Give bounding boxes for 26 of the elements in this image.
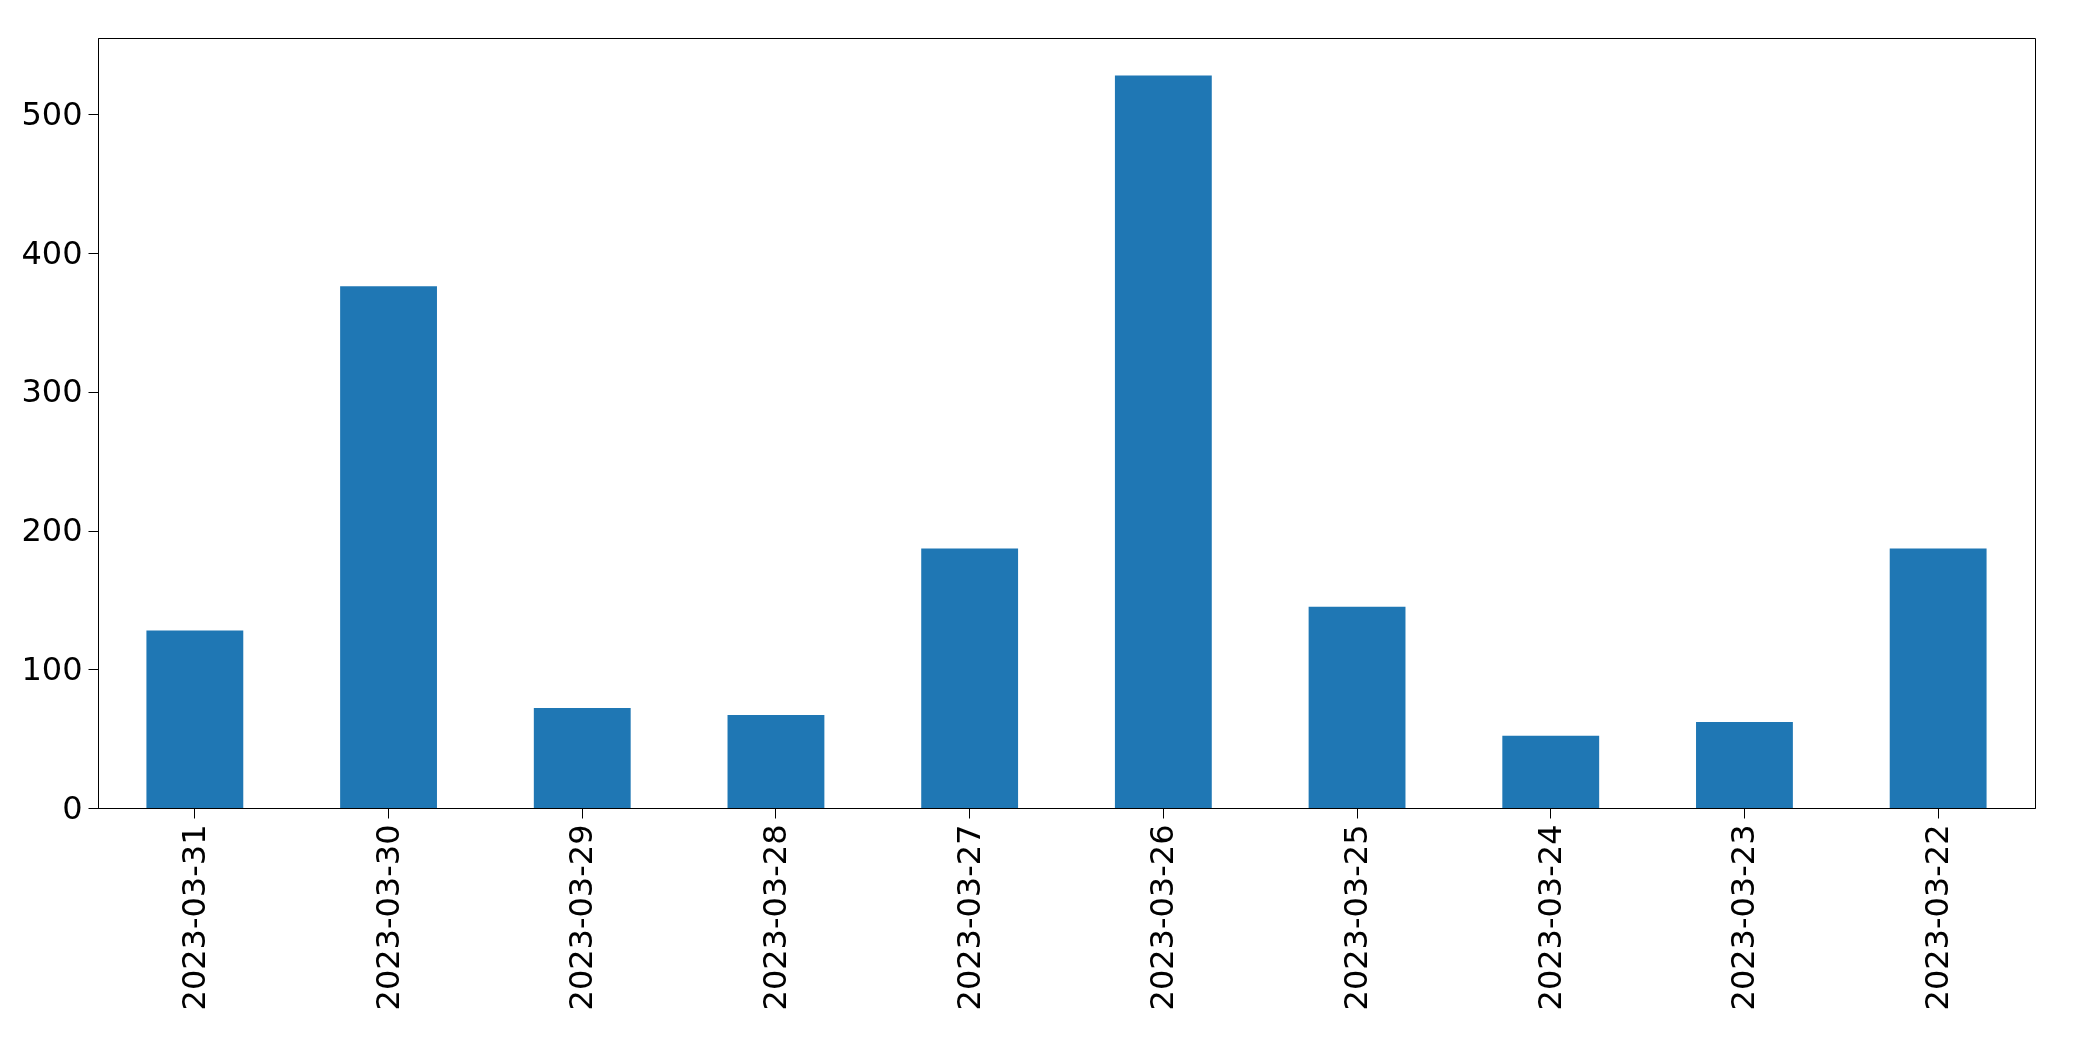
bar (1308, 606, 1406, 808)
y-tick-label: 100 (21, 649, 83, 688)
x-tick-label: 2023-03-28 (755, 824, 794, 1011)
bar (1696, 721, 1793, 808)
x-tick-label: 2023-03-30 (368, 824, 407, 1011)
x-tick-label: 2023-03-24 (1530, 824, 1569, 1011)
bar (921, 548, 1019, 808)
x-tick-label: 2023-03-31 (174, 824, 213, 1011)
y-tick-label: 0 (62, 788, 83, 827)
bar (146, 630, 244, 808)
x-tick-label: 2023-03-26 (1143, 824, 1182, 1011)
x-tick-label: 2023-03-23 (1724, 824, 1763, 1011)
bar (1889, 548, 1987, 808)
y-tick-label: 500 (21, 94, 83, 133)
x-tick-label: 2023-03-22 (1918, 824, 1957, 1011)
x-tick-label: 2023-03-25 (1337, 824, 1376, 1011)
x-tick-label: 2023-03-27 (949, 824, 988, 1011)
bar (727, 715, 825, 808)
y-tick-label: 400 (21, 233, 83, 272)
bar (533, 708, 631, 808)
x-tick-label: 2023-03-29 (562, 824, 601, 1011)
y-tick-label: 200 (21, 511, 83, 550)
bar (1114, 75, 1212, 808)
y-tick-label: 300 (21, 372, 83, 411)
bar (340, 286, 437, 808)
bar (1502, 735, 1600, 808)
